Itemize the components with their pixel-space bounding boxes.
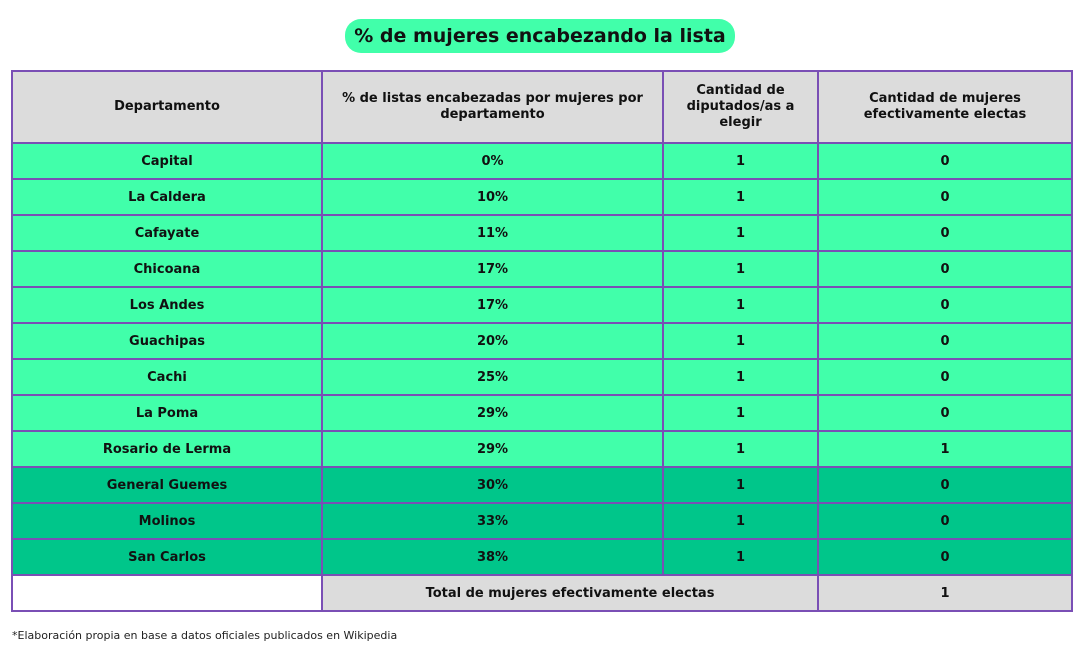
cell-electas: 0 (817, 322, 1073, 360)
page-title: % de mujeres encabezando la lista (345, 19, 735, 53)
header-departamento: Departamento (11, 70, 323, 144)
cell-porcentaje: 33% (321, 502, 664, 540)
cell-departamento: Molinos (11, 502, 323, 540)
table-row: Chicoana 17% 1 0 (11, 250, 1073, 288)
table-row: Rosario de Lerma 29% 1 1 (11, 430, 1073, 468)
cell-departamento: Cafayate (11, 214, 323, 252)
cell-departamento: San Carlos (11, 538, 323, 576)
table-row: Los Andes 17% 1 0 (11, 286, 1073, 324)
header-row: Departamento % de listas encabezadas por… (11, 70, 1073, 144)
cell-departamento: La Caldera (11, 178, 323, 216)
cell-electas: 0 (817, 142, 1073, 180)
cell-electas: 0 (817, 286, 1073, 324)
table-row: Guachipas 20% 1 0 (11, 322, 1073, 360)
cell-porcentaje: 17% (321, 286, 664, 324)
cell-porcentaje: 11% (321, 214, 664, 252)
table-row: General Guemes 30% 1 0 (11, 466, 1073, 504)
cell-electas: 0 (817, 250, 1073, 288)
cell-departamento: Rosario de Lerma (11, 430, 323, 468)
cell-porcentaje: 30% (321, 466, 664, 504)
cell-electas: 0 (817, 214, 1073, 252)
cell-diputados: 1 (662, 322, 819, 360)
cell-electas: 0 (817, 538, 1073, 576)
cell-electas: 0 (817, 466, 1073, 504)
table-row: San Carlos 38% 1 0 (11, 538, 1073, 576)
cell-electas: 1 (817, 430, 1073, 468)
cell-diputados: 1 (662, 538, 819, 576)
footnote: *Elaboración propia en base a datos ofic… (12, 629, 398, 642)
header-electas: Cantidad de mujeres efectivamente electa… (817, 70, 1073, 144)
table-row: La Caldera 10% 1 0 (11, 178, 1073, 216)
table-row: Molinos 33% 1 0 (11, 502, 1073, 540)
cell-diputados: 1 (662, 466, 819, 504)
title-container: % de mujeres encabezando la lista (0, 19, 1080, 53)
data-table: Departamento % de listas encabezadas por… (11, 70, 1073, 612)
cell-diputados: 1 (662, 214, 819, 252)
cell-porcentaje: 25% (321, 358, 664, 396)
total-value: 1 (817, 574, 1073, 612)
total-blank-cell (11, 574, 323, 612)
cell-electas: 0 (817, 394, 1073, 432)
cell-departamento: Chicoana (11, 250, 323, 288)
header-porcentaje: % de listas encabezadas por mujeres por … (321, 70, 664, 144)
cell-diputados: 1 (662, 286, 819, 324)
cell-diputados: 1 (662, 394, 819, 432)
cell-departamento: La Poma (11, 394, 323, 432)
total-label: Total de mujeres efectivamente electas (321, 574, 819, 612)
cell-porcentaje: 29% (321, 430, 664, 468)
table-row: Cachi 25% 1 0 (11, 358, 1073, 396)
cell-porcentaje: 10% (321, 178, 664, 216)
cell-diputados: 1 (662, 358, 819, 396)
cell-diputados: 1 (662, 430, 819, 468)
cell-porcentaje: 20% (321, 322, 664, 360)
cell-departamento: Capital (11, 142, 323, 180)
table-row: Cafayate 11% 1 0 (11, 214, 1073, 252)
cell-diputados: 1 (662, 250, 819, 288)
cell-diputados: 1 (662, 178, 819, 216)
cell-diputados: 1 (662, 502, 819, 540)
cell-departamento: General Guemes (11, 466, 323, 504)
total-row: Total de mujeres efectivamente electas 1 (11, 574, 1073, 612)
cell-electas: 0 (817, 358, 1073, 396)
header-diputados: Cantidad de diputados/as a elegir (662, 70, 819, 144)
cell-departamento: Cachi (11, 358, 323, 396)
cell-departamento: Guachipas (11, 322, 323, 360)
cell-electas: 0 (817, 178, 1073, 216)
cell-porcentaje: 17% (321, 250, 664, 288)
cell-departamento: Los Andes (11, 286, 323, 324)
cell-porcentaje: 38% (321, 538, 664, 576)
cell-diputados: 1 (662, 142, 819, 180)
cell-porcentaje: 0% (321, 142, 664, 180)
cell-porcentaje: 29% (321, 394, 664, 432)
table-row: Capital 0% 1 0 (11, 142, 1073, 180)
table-row: La Poma 29% 1 0 (11, 394, 1073, 432)
cell-electas: 0 (817, 502, 1073, 540)
